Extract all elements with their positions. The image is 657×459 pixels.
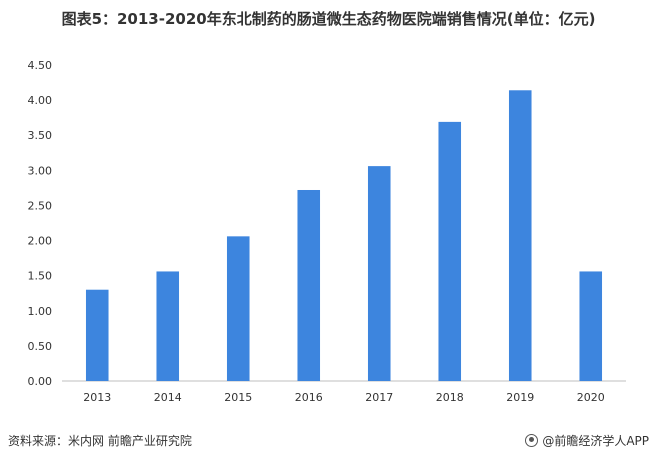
- y-tick-label: 0.00: [28, 375, 53, 388]
- x-tick-label: 2016: [295, 391, 323, 404]
- brand-label: @前瞻经济学人APP: [542, 434, 649, 448]
- y-tick-label: 4.00: [28, 94, 53, 107]
- bar-2020: [579, 271, 603, 381]
- bar-2014: [156, 271, 180, 381]
- y-tick-label: 1.50: [28, 270, 53, 283]
- y-tick-label: 4.50: [28, 59, 53, 72]
- bar-2018: [438, 121, 462, 381]
- x-tick-label: 2013: [83, 391, 111, 404]
- y-axis: 0.00 0.50 1.00 1.50 2.00 2.50 3.00 3.50 4.00 4.50: [28, 59, 53, 388]
- brand: @前瞻经济学人APP: [525, 432, 649, 449]
- x-tick-label: 2014: [154, 391, 182, 404]
- bar-2019: [508, 90, 532, 381]
- bar-2016: [297, 189, 321, 381]
- y-tick-label: 3.00: [28, 164, 53, 177]
- bar-2017: [367, 166, 391, 381]
- footer: 资料来源：米内网 前瞻产业研究院 @前瞻经济学人APP: [8, 432, 649, 452]
- y-tick-label: 2.50: [28, 199, 53, 212]
- x-tick-label: 2020: [577, 391, 605, 404]
- x-axis: 2013 2014 2015 2016 2017 2018 2019 2020: [62, 380, 626, 404]
- y-tick-label: 1.00: [28, 305, 53, 318]
- y-tick-label: 3.50: [28, 129, 53, 142]
- x-tick-label: 2019: [506, 391, 534, 404]
- y-tick-label: 2.00: [28, 235, 53, 248]
- x-tick-label: 2015: [224, 391, 252, 404]
- x-tick-label: 2018: [436, 391, 464, 404]
- bar-2013: [85, 289, 109, 381]
- chart-title: 图表5：2013-2020年东北制药的肠道微生态药物医院端销售情况(单位：亿元): [61, 10, 596, 28]
- bar-2015: [226, 236, 250, 381]
- y-tick-label: 0.50: [28, 340, 53, 353]
- brand-logo-icon: [525, 434, 539, 447]
- x-tick-label: 2017: [365, 391, 393, 404]
- source-note: 资料来源：米内网 前瞻产业研究院: [8, 434, 192, 448]
- bars: [85, 90, 603, 381]
